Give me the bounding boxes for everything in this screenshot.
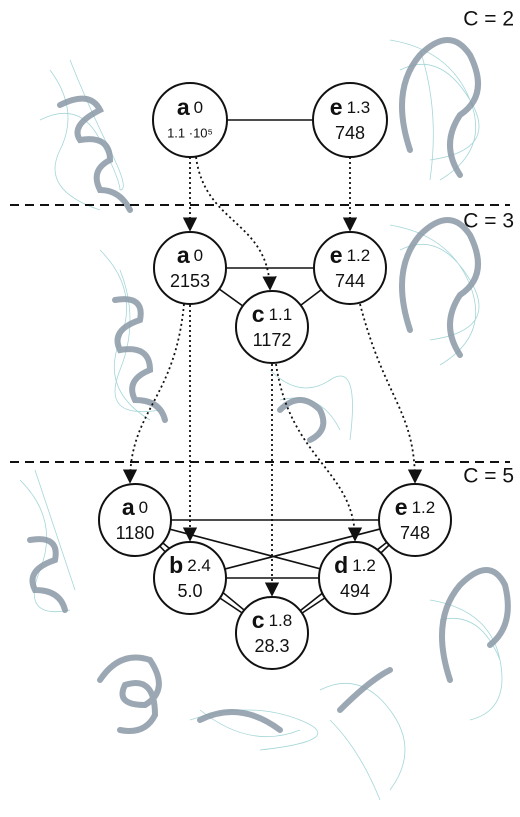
node-letter: d: [334, 552, 348, 578]
node-count: 1.1 ·10⁵: [167, 125, 213, 140]
node-count: 2153: [170, 271, 210, 291]
node-count: 494: [340, 581, 370, 601]
node-letter: e: [330, 94, 343, 120]
section-label: C = 3: [463, 210, 514, 233]
node-energy: 1.8: [269, 611, 293, 630]
node-energy: 0: [194, 246, 203, 265]
node-energy: 1.2: [352, 556, 376, 575]
transition-arrow: [276, 364, 355, 540]
node-circle: [153, 83, 227, 157]
transition-arrow: [360, 304, 415, 482]
node-count: 744: [335, 271, 365, 291]
node-count: 1172: [253, 330, 292, 350]
decorations: [20, 40, 508, 800]
node-count: 5.0: [177, 581, 202, 601]
node-letter: c: [252, 301, 265, 327]
section-label: C = 5: [463, 465, 514, 488]
node-circle: [154, 232, 226, 304]
node-energy: 2.4: [187, 556, 211, 575]
node-letter: e: [330, 242, 343, 268]
node-circle: [154, 542, 226, 614]
node-circle: [313, 83, 387, 157]
node-circle: [236, 597, 308, 669]
node-energy: 1.3: [347, 98, 371, 117]
section-label: C = 2: [463, 8, 514, 31]
node-energy: 1.1: [269, 305, 293, 324]
node-circle: [319, 542, 391, 614]
diagram: a01.1 ·10⁵e1.3748a02153e1.2744c1.11172a0…: [0, 0, 520, 817]
node-energy: 1.2: [412, 498, 436, 517]
node-count: 1180: [116, 523, 155, 543]
node-circle: [236, 291, 308, 363]
node-letter: a: [177, 242, 190, 268]
node-letter: b: [169, 552, 183, 578]
transition-arrow: [130, 304, 184, 482]
node-energy: 0: [139, 498, 148, 517]
node-energy: 0: [194, 98, 203, 117]
node-letter: a: [122, 494, 135, 520]
node-count: 28.3: [254, 636, 289, 656]
node-energy: 1.2: [347, 246, 371, 265]
node-letter: c: [252, 607, 265, 633]
node-circle: [379, 484, 451, 556]
node-circle: [99, 484, 171, 556]
node-circle: [314, 232, 386, 304]
node-letter: a: [177, 94, 190, 120]
node-count: 748: [335, 123, 365, 143]
node-letter: e: [395, 494, 408, 520]
node-count: 748: [400, 523, 430, 543]
